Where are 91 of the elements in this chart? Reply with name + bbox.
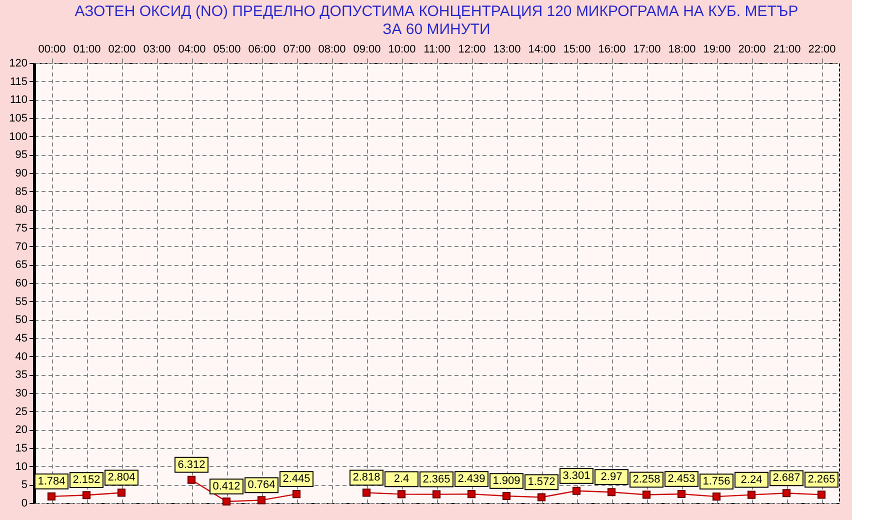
y-tick-label: 15 — [15, 442, 28, 454]
x-tick-label: 22:00 — [808, 44, 836, 56]
point — [782, 489, 791, 498]
point — [362, 488, 371, 497]
chart-title: АЗОТЕН ОКСИД (NO) ПРЕДЕЛНО ДОПУСТИМА КОНЦЕНТРАЦИЯ 120 МИКРОГРАМА НА КУБ. МЕТЪР ЗА 60 МИНУТИ — [74, 3, 798, 38]
x-tick-label: 05:00 — [213, 44, 241, 56]
x-tick-label: 13:00 — [493, 44, 521, 56]
y-tick-label: 70 — [15, 240, 28, 253]
data-label: 2.687 — [772, 472, 800, 484]
y-tick-label: 75 — [15, 222, 28, 234]
x-tick-label: 19:00 — [703, 44, 731, 56]
x-tick-label: 16:00 — [598, 44, 626, 56]
y-tick-label: 55 — [15, 296, 28, 308]
y-tick-label: 110 — [10, 94, 28, 106]
y-tick-label: 90 — [15, 168, 28, 180]
y-tick-label: 65 — [15, 259, 28, 272]
data-label: 1.909 — [492, 475, 520, 487]
point — [257, 496, 266, 504]
point — [117, 488, 126, 497]
data-label: 2.4 — [394, 473, 410, 486]
point — [47, 492, 56, 500]
point — [187, 476, 196, 484]
x-tick-label: 15:00 — [563, 44, 591, 56]
y-tick-label: 25 — [15, 406, 28, 418]
y-tick-label: 0 — [21, 498, 28, 510]
y-tick-label: 20 — [15, 424, 28, 436]
x-tick-label: 21:00 — [773, 44, 801, 56]
data-label: 3.301 — [562, 470, 590, 482]
data-label: 2.152 — [72, 474, 100, 486]
data-label: 1.784 — [38, 475, 66, 488]
x-tick-label: 08:00 — [318, 44, 346, 56]
data-label: 6.312 — [178, 458, 206, 471]
data-label: 2.818 — [352, 472, 380, 484]
y-tick-label: 100 — [9, 130, 28, 143]
x-tick-label: 07:00 — [283, 44, 311, 56]
point — [432, 490, 441, 498]
x-tick-label: 06:00 — [248, 44, 276, 56]
x-tick-label: 11:00 — [424, 44, 450, 56]
point — [572, 486, 581, 495]
y-tick-label: 120 — [9, 58, 28, 70]
y-tick-label: 35 — [15, 369, 28, 382]
y-tick-label: 5 — [21, 479, 28, 492]
data-label: 2.365 — [422, 473, 450, 486]
y-tick-label: 30 — [15, 388, 28, 400]
point — [82, 491, 91, 500]
point — [607, 488, 616, 496]
data-label: 2.804 — [108, 472, 136, 484]
x-tick-label: 14:00 — [528, 44, 556, 56]
data-label: 2.24 — [740, 474, 762, 486]
x-tick-label: 12:00 — [458, 44, 486, 56]
point — [292, 490, 301, 498]
point — [467, 490, 476, 498]
point — [747, 490, 756, 499]
data-label: 1.572 — [528, 476, 556, 488]
point — [712, 492, 721, 501]
x-tick-label: 17:00 — [633, 44, 661, 56]
data-label: 0.412 — [212, 480, 240, 492]
x-tick-label: 10:00 — [388, 44, 416, 56]
point — [817, 490, 826, 499]
y-tick-label: 45 — [15, 332, 28, 344]
data-label: 0.764 — [248, 479, 276, 492]
x-tick-label: 01:00 — [73, 44, 101, 56]
point — [502, 492, 511, 500]
data-label: 1.756 — [702, 476, 730, 488]
y-tick-label: 95 — [15, 149, 28, 162]
data-label: 2.453 — [668, 473, 696, 486]
point — [677, 490, 686, 498]
x-tick-label: 03:00 — [143, 44, 171, 56]
y-tick-label: 60 — [15, 278, 28, 290]
y-tick-label: 80 — [15, 204, 28, 216]
point — [642, 490, 651, 499]
point — [397, 490, 406, 498]
data-label: 2.439 — [458, 473, 486, 486]
y-tick-label: 50 — [15, 314, 28, 326]
x-tick-label: 09:00 — [353, 44, 381, 56]
point — [222, 497, 231, 506]
y-tick-label: 40 — [15, 350, 28, 363]
x-tick-label: 00:00 — [38, 44, 66, 56]
x-tick-label: 18:00 — [668, 44, 696, 56]
x-tick-label: 02:00 — [108, 44, 136, 56]
y-tick-label: 105 — [9, 112, 28, 124]
x-tick-label: 20:00 — [738, 44, 766, 56]
y-tick-label: 115 — [10, 76, 28, 88]
data-label: 2.97 — [600, 471, 622, 484]
y-tick-label: 10 — [15, 460, 28, 473]
data-label: 2.258 — [632, 474, 660, 486]
x-tick-label: 04:00 — [178, 44, 206, 56]
data-label: 2.265 — [808, 474, 836, 486]
data-label: 2.445 — [282, 473, 310, 486]
y-tick-label: 85 — [15, 186, 28, 198]
point — [537, 493, 546, 502]
